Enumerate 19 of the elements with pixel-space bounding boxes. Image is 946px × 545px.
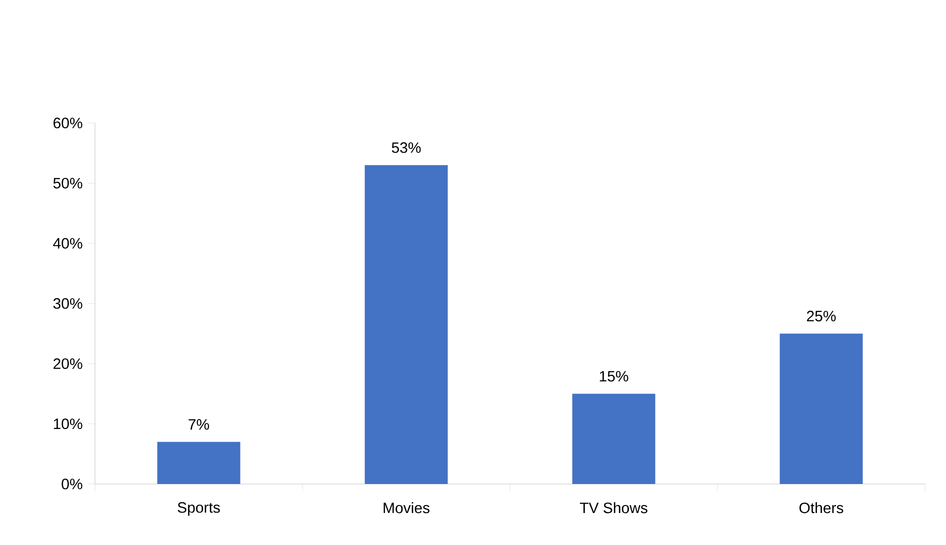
x-tick-label: Movies: [384, 502, 430, 514]
y-tick-label: 0%: [62, 478, 82, 490]
y-tick-label: 60%: [54, 118, 82, 128]
data-label: 15%: [600, 370, 628, 382]
y-tick-label: 40%: [53, 238, 82, 249]
bar: [780, 334, 863, 484]
bar: [157, 442, 240, 484]
y-tick-label: 20%: [54, 358, 82, 369]
x-tick-label: TV Shows: [580, 502, 648, 514]
data-label: 25%: [806, 310, 836, 322]
y-tick-label: 30%: [53, 298, 82, 309]
y-tick-label: 10%: [54, 418, 82, 430]
x-tick-label: Sports: [178, 502, 220, 516]
data-label: 7%: [188, 419, 210, 430]
bar: [364, 165, 448, 484]
x-tick-label: Others: [799, 502, 844, 514]
bar: [572, 394, 656, 484]
y-tick-label: 50%: [53, 178, 82, 188]
data-label: 53%: [392, 142, 421, 153]
